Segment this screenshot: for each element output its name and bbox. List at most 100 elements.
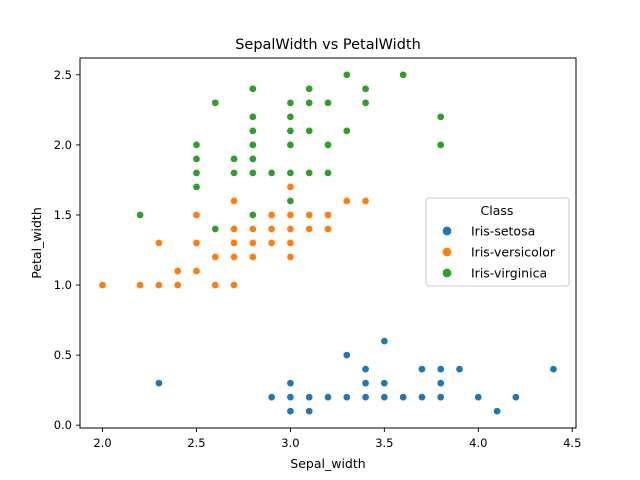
data-point: [286, 253, 295, 261]
data-point: [436, 379, 445, 388]
data-point: [248, 211, 257, 219]
data-point: [173, 267, 182, 275]
y-tick-label: 2.0: [54, 138, 72, 152]
legend: Class Iris-setosa Iris-versicolor Iris-vir…: [425, 197, 570, 287]
data-point: [248, 253, 257, 261]
y-tick-label: 1.0: [54, 278, 72, 292]
data-point: [248, 169, 257, 177]
data-point: [192, 211, 201, 219]
data-point: [286, 393, 295, 402]
x-tick-label: 4.0: [469, 436, 487, 450]
data-point: [324, 393, 332, 402]
data-point: [286, 211, 295, 219]
x-axis-ticks: 2.0 2.5 3.0 3.5 4.0 4.5: [93, 428, 581, 450]
data-point: [324, 98, 332, 107]
data-point: [305, 393, 314, 402]
x-tick-label: 3.0: [281, 436, 299, 450]
x-axis-label: Sepal_width: [290, 456, 365, 471]
data-point: [361, 379, 370, 388]
data-point: [248, 127, 257, 135]
data-point: [305, 225, 314, 233]
data-point: [286, 197, 295, 205]
data-point: [192, 169, 201, 177]
data-point: [361, 98, 370, 107]
plot-area-frame: [79, 57, 577, 429]
data-point: [286, 113, 295, 121]
data-point: [305, 407, 314, 416]
data-point: [305, 169, 314, 177]
data-point: [305, 127, 314, 135]
data-point: [230, 197, 238, 205]
data-point: [380, 393, 389, 402]
legend-item-label: Iris-virginica: [471, 266, 547, 281]
data-point: [192, 183, 201, 191]
legend-item-label: Iris-versicolor: [471, 245, 556, 260]
data-point: [248, 113, 257, 121]
data-point: [248, 155, 257, 163]
y-axis-ticks: 0.0 0.5 1.0 1.5 2.0 2.5: [54, 68, 80, 432]
data-point: [380, 379, 389, 388]
data-point: [286, 98, 295, 107]
y-axis-label: Petal_width: [29, 207, 44, 279]
data-point: [305, 211, 314, 219]
data-point: [361, 197, 370, 205]
y-tick-label: 2.5: [54, 68, 72, 82]
data-point: [230, 253, 238, 261]
data-point: [267, 393, 276, 402]
y-tick-label: 1.5: [54, 208, 72, 222]
data-point: [286, 239, 295, 247]
x-tick-label: 3.5: [375, 436, 393, 450]
data-point: [286, 183, 295, 191]
data-point: [230, 155, 238, 163]
data-point: [192, 155, 201, 163]
data-point: [286, 141, 295, 149]
data-point: [305, 84, 314, 93]
data-point: [436, 113, 445, 121]
data-point: [211, 225, 220, 233]
data-point: [248, 141, 257, 149]
data-point: [155, 379, 163, 388]
data-point: [342, 393, 351, 402]
data-point: [418, 393, 426, 402]
data-points: [98, 70, 558, 416]
data-point: [399, 393, 408, 402]
y-tick-label: 0.0: [54, 418, 72, 432]
data-point: [342, 127, 351, 135]
data-point: [493, 407, 501, 416]
data-point: [155, 239, 163, 247]
data-point: [324, 211, 332, 219]
legend-marker: [442, 247, 452, 257]
data-point: [342, 197, 351, 205]
data-point: [248, 84, 257, 93]
legend-item-label: Iris-setosa: [471, 224, 535, 239]
x-tick-label: 2.5: [187, 436, 205, 450]
data-point: [455, 365, 464, 373]
data-point: [286, 407, 295, 416]
x-tick-label: 4.5: [563, 436, 581, 450]
data-point: [267, 169, 276, 177]
data-point: [267, 211, 276, 219]
data-point: [136, 211, 144, 219]
data-point: [342, 351, 351, 359]
data-point: [173, 281, 182, 289]
data-point: [286, 127, 295, 135]
data-point: [230, 169, 238, 177]
data-point: [267, 225, 276, 233]
data-point: [155, 281, 163, 289]
data-point: [286, 379, 295, 388]
data-point: [211, 281, 220, 289]
legend-marker: [442, 226, 452, 236]
data-point: [436, 393, 445, 402]
data-point: [305, 98, 314, 107]
y-tick-label: 0.5: [54, 348, 72, 362]
data-point: [248, 239, 257, 247]
data-point: [436, 365, 445, 373]
data-point: [192, 239, 201, 247]
data-point: [361, 365, 370, 373]
data-point: [248, 225, 257, 233]
data-point: [98, 281, 107, 289]
data-point: [286, 169, 295, 177]
legend-title: Class: [481, 203, 514, 218]
data-point: [230, 225, 238, 233]
data-point: [549, 365, 558, 373]
